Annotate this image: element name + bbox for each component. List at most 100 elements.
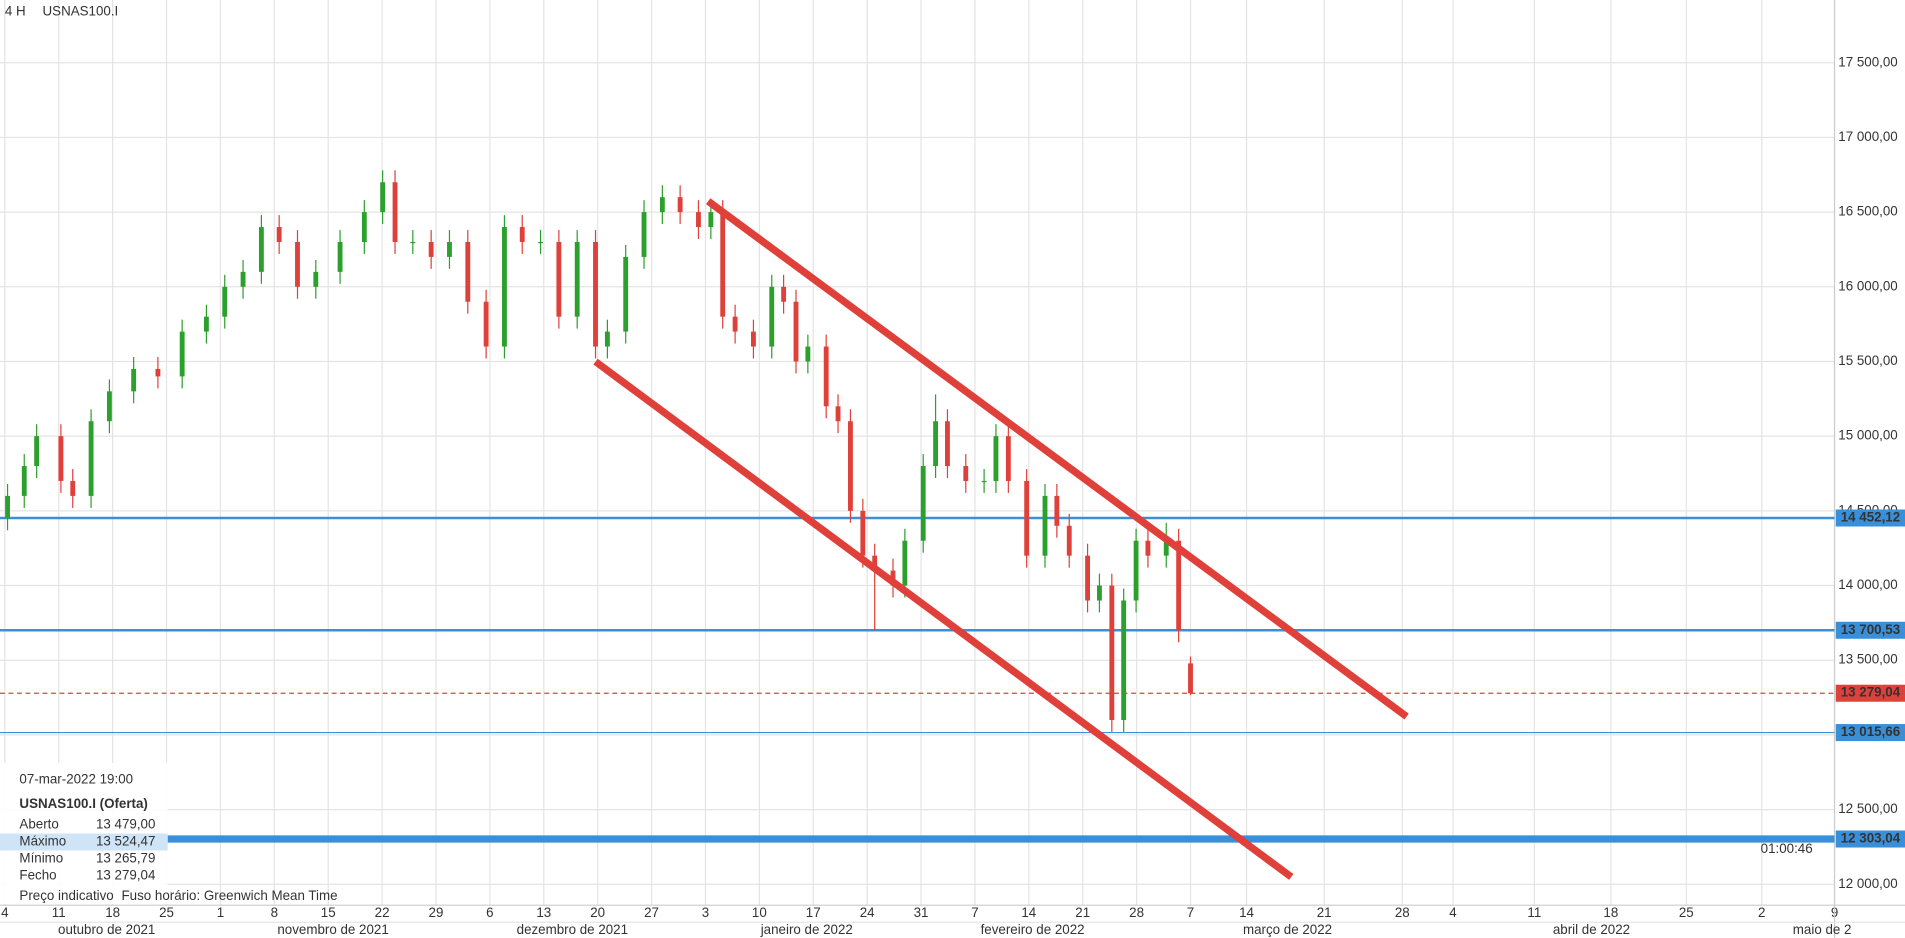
x-tick-label: 27 bbox=[644, 905, 659, 920]
candle-body bbox=[920, 466, 926, 541]
candle-body bbox=[538, 241, 543, 244]
info-row-label: Aberto bbox=[19, 817, 58, 832]
level-label-bg bbox=[1835, 684, 1905, 702]
x-tick-label: 21 bbox=[1317, 905, 1332, 920]
x-tick-label: 17 bbox=[806, 905, 821, 920]
candle-body bbox=[720, 212, 726, 317]
candle-body bbox=[313, 271, 319, 287]
candle-body bbox=[519, 227, 525, 242]
y-tick-label: 12 000,00 bbox=[1838, 876, 1897, 891]
info-row-value: 13 479,00 bbox=[96, 817, 155, 832]
x-tick-label: 28 bbox=[1395, 905, 1410, 920]
candle-body bbox=[835, 406, 841, 422]
info-footer: Preço indicativo bbox=[19, 888, 113, 903]
candle-body bbox=[295, 241, 300, 287]
candle-body bbox=[805, 346, 811, 362]
x-tick-label: 7 bbox=[971, 905, 978, 920]
candle-body bbox=[623, 256, 629, 332]
info-row-label: Máximo bbox=[19, 834, 66, 849]
candle-body bbox=[708, 212, 714, 228]
candle-body bbox=[1096, 585, 1102, 601]
candle-body bbox=[131, 368, 137, 392]
candle-body bbox=[258, 227, 264, 272]
candle-body bbox=[677, 197, 683, 213]
level-label-bg bbox=[1835, 830, 1905, 848]
x-tick-label: 7 bbox=[1187, 905, 1194, 920]
candle-body bbox=[222, 286, 228, 317]
x-tick-label: 13 bbox=[536, 905, 551, 920]
x-tick-label: 2 bbox=[1758, 905, 1765, 920]
x-tick-label: 4 bbox=[1, 905, 9, 920]
x-tick-label: 11 bbox=[1527, 905, 1541, 920]
candle-body bbox=[1005, 436, 1011, 481]
candle-body bbox=[1163, 540, 1169, 556]
y-tick-label: 17 000,00 bbox=[1838, 129, 1897, 144]
y-tick-label: 15 000,00 bbox=[1838, 428, 1897, 443]
candle-body bbox=[276, 227, 282, 242]
candle-body bbox=[179, 331, 185, 377]
info-instrument: USNAS100.I (Oferta) bbox=[19, 796, 147, 811]
candle-body bbox=[574, 241, 580, 317]
candle-body bbox=[428, 241, 434, 257]
x-tick-label: 6 bbox=[486, 905, 493, 920]
level-label: 12 303,04 bbox=[1841, 831, 1901, 846]
x-tick-label: 24 bbox=[860, 905, 875, 920]
candle-body bbox=[1145, 540, 1151, 556]
candle-body bbox=[1024, 480, 1030, 556]
x-tick-label: 29 bbox=[429, 905, 444, 920]
level-label-bg bbox=[1835, 621, 1905, 639]
y-tick-label: 17 500,00 bbox=[1838, 54, 1897, 69]
month-label: janeiro de 2022 bbox=[760, 922, 853, 937]
x-tick-label: 20 bbox=[590, 905, 605, 920]
level-label: 13 700,53 bbox=[1841, 622, 1900, 637]
candle-body bbox=[1042, 495, 1048, 556]
candle-body bbox=[392, 182, 398, 242]
x-tick-label: 22 bbox=[375, 905, 390, 920]
x-tick-label: 25 bbox=[159, 905, 174, 920]
month-label: maio de 2 bbox=[1793, 922, 1852, 937]
y-tick-label: 12 500,00 bbox=[1838, 801, 1897, 816]
y-tick-label: 16 000,00 bbox=[1838, 278, 1897, 293]
candle-body bbox=[58, 436, 64, 481]
info-footer: Fuso horário: Greenwich Mean Time bbox=[121, 888, 337, 903]
candle-body bbox=[1109, 585, 1115, 720]
candle-body bbox=[823, 346, 829, 407]
x-tick-label: 8 bbox=[271, 905, 278, 920]
level-label: 14 452,12 bbox=[1841, 510, 1900, 525]
month-label: novembro de 2021 bbox=[277, 922, 388, 937]
candle-body bbox=[981, 480, 987, 483]
candle-body bbox=[502, 227, 507, 347]
candle-body bbox=[659, 197, 665, 213]
interval-label: 4 H bbox=[5, 4, 26, 19]
trendline bbox=[705, 198, 1409, 720]
timer: 01:00:46 bbox=[1761, 841, 1813, 856]
candle-body bbox=[361, 212, 367, 242]
candle-body bbox=[88, 421, 94, 496]
candle-body bbox=[203, 316, 209, 332]
x-tick-label: 31 bbox=[914, 905, 929, 920]
month-label: março de 2022 bbox=[1243, 922, 1332, 937]
candle-body bbox=[240, 271, 246, 287]
y-tick-label: 13 500,00 bbox=[1838, 652, 1897, 667]
info-row-value: 13 265,79 bbox=[96, 851, 155, 866]
month-label: fevereiro de 2022 bbox=[981, 922, 1085, 937]
candle-body bbox=[993, 436, 999, 481]
candle-body bbox=[848, 421, 853, 511]
candle-body bbox=[781, 286, 787, 302]
level-label-bg bbox=[1835, 509, 1905, 527]
candle-body bbox=[465, 241, 471, 302]
month-label: abril de 2022 bbox=[1553, 922, 1630, 937]
x-tick-label: 18 bbox=[1603, 905, 1618, 920]
candle-body bbox=[1133, 540, 1139, 601]
candle-body bbox=[337, 241, 343, 272]
x-tick-label: 3 bbox=[702, 905, 709, 920]
month-label: dezembro de 2021 bbox=[517, 922, 628, 937]
x-tick-label: 10 bbox=[752, 905, 767, 920]
candle-body bbox=[1176, 540, 1182, 631]
candle-body bbox=[155, 368, 161, 377]
candle-body bbox=[21, 466, 27, 496]
candle-body bbox=[751, 331, 756, 347]
candle-body bbox=[769, 286, 775, 347]
